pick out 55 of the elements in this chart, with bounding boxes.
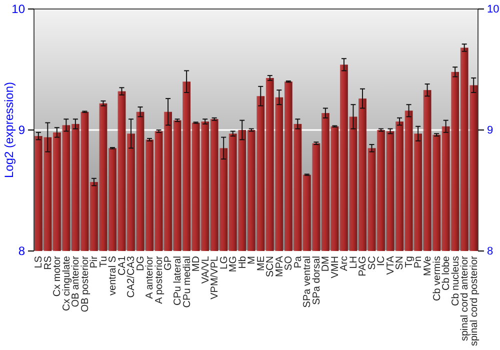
x-tick-label: ventral S: [108, 256, 119, 296]
x-tick-label: DG: [135, 256, 146, 271]
y-tick-label: 8: [18, 244, 26, 258]
x-tick-label: Arc: [339, 256, 350, 271]
x-tick-label: LH: [348, 256, 360, 269]
x-tick-label: OB posterior: [80, 255, 91, 312]
x-tick-label: A anterior: [144, 255, 156, 299]
x-tick-label: Cx motor: [52, 255, 64, 297]
x-tick-label: VPM/VPL: [210, 256, 221, 300]
x-tick-label: Pir: [89, 255, 100, 268]
x-tick-label: VTA: [385, 256, 396, 275]
y2-tick-label: 10: [487, 4, 500, 16]
y-tick-label: 9: [18, 122, 26, 137]
x-tick-label: Pn: [413, 256, 424, 268]
x-tick-label: SPa ventral: [302, 256, 314, 308]
x-tick-label: Tu: [98, 256, 110, 268]
x-tick-label: Pa: [292, 256, 304, 268]
x-tick-label: Hb: [237, 256, 248, 269]
x-tick-label: LG: [218, 256, 230, 270]
x-tick-label: SO: [284, 256, 295, 270]
x-tick-label: Cx cingulate: [61, 256, 72, 312]
x-tick-label: Cb nucleus: [450, 256, 462, 306]
x-tick-label: RS: [42, 256, 54, 270]
x-tick-label: Cb vermis: [432, 256, 443, 302]
x-tick-label: CA1: [116, 256, 128, 276]
x-tick-label: CA2/CA3: [126, 256, 138, 298]
x-tick-label: ME: [256, 256, 267, 271]
x-tick-label: MD: [191, 256, 202, 272]
x-tick-label: OB anterior: [70, 255, 82, 308]
x-tick-label: PAG: [358, 256, 369, 276]
x-tick-label: IC: [376, 256, 388, 266]
x-tick-label: spinal cord posterior: [468, 255, 480, 346]
x-tick-label: M: [246, 256, 258, 264]
x-tick-label: MG: [228, 256, 240, 272]
x-tick-label: DM: [320, 256, 332, 272]
x-tick-label: SN: [394, 256, 406, 270]
x-tick-label: SPa dorsal: [311, 256, 322, 305]
x-tick-label: VMH: [330, 256, 341, 278]
x-tick-label: Cb lobe: [441, 256, 452, 290]
x-tick-label: GP: [163, 256, 174, 270]
x-tick-label: CPu medial: [182, 256, 193, 308]
x-tick-label: SCN: [265, 256, 276, 278]
x-tick-label: Tg: [404, 256, 415, 268]
y-axis-title: Log2 (expression): [2, 82, 16, 178]
x-tick-label: SC: [366, 256, 378, 270]
x-tick-label: MVe: [422, 256, 434, 276]
x-tick-label: MPA: [274, 256, 286, 277]
y2-tick-label: 9: [487, 124, 494, 137]
x-tick-label: VA/VL: [200, 256, 212, 284]
x-tick-label: LS: [34, 256, 45, 268]
x-tick-label: spinal cord anterior: [460, 255, 471, 342]
y2-tick-label: 8: [487, 246, 494, 258]
y-tick-label: 10: [12, 2, 26, 16]
x-tick-label: CPu lateral: [172, 256, 184, 306]
x-tick-label: A posterior: [154, 255, 165, 304]
